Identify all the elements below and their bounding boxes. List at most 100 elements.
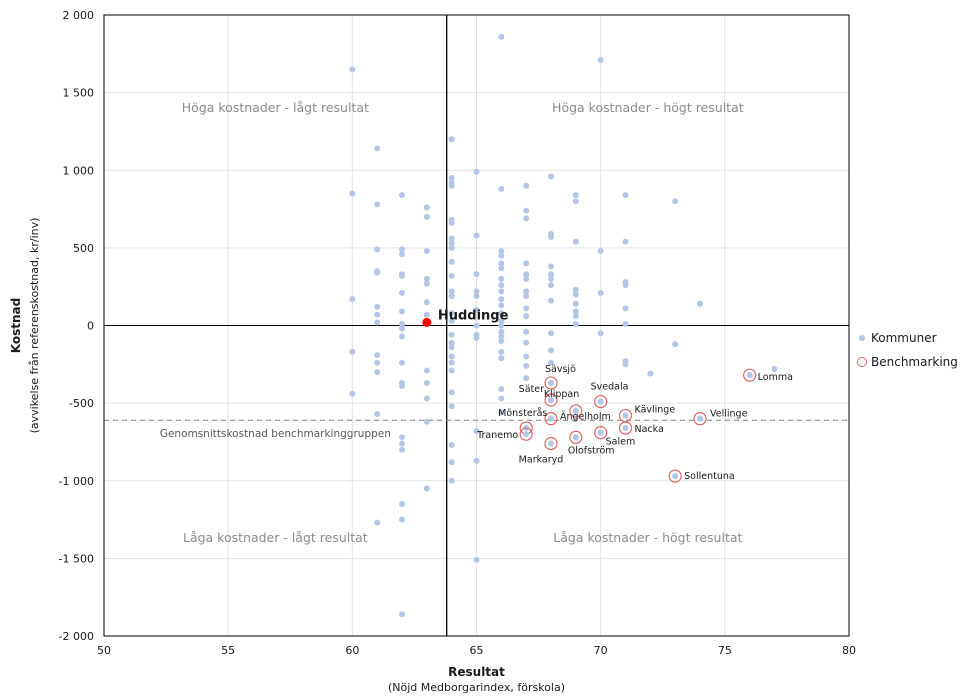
point-kommun xyxy=(523,271,530,278)
label-benchmark-klippan: Klippan xyxy=(544,389,579,400)
point-benchmark-sater xyxy=(548,397,554,404)
point-kommun xyxy=(473,457,480,464)
point-kommun xyxy=(597,289,604,296)
point-kommun xyxy=(374,319,381,326)
label-benchmark-vellinge: Vellinge xyxy=(710,409,748,420)
point-kommun xyxy=(423,213,430,220)
x-tick-label: 80 xyxy=(842,644,856,657)
point-kommun xyxy=(448,288,455,295)
point-kommun xyxy=(473,306,480,313)
point-kommun xyxy=(448,344,455,351)
point-kommun xyxy=(448,317,455,324)
point-kommun xyxy=(448,389,455,396)
point-kommun xyxy=(523,375,530,382)
point-kommun xyxy=(374,519,381,526)
point-kommun xyxy=(498,338,505,345)
quadrant-labels: Höga kostnader - lågt resultat Höga kost… xyxy=(182,100,744,545)
quadrant-label-top-left: Höga kostnader - lågt resultat xyxy=(182,100,369,115)
x-tick-label: 55 xyxy=(221,644,235,657)
point-kommun xyxy=(523,260,530,267)
point-kommun xyxy=(423,395,430,402)
point-kommun xyxy=(498,275,505,282)
point-kommun xyxy=(498,395,505,402)
y-axis-title: Kostnad xyxy=(9,298,23,353)
point-kommun xyxy=(498,328,505,335)
label-benchmark-monsteras: Mönsterås xyxy=(498,408,547,419)
point-kommun xyxy=(399,446,405,453)
x-axis-title: Resultat xyxy=(448,665,505,679)
point-kommun xyxy=(498,317,505,324)
point-kommun xyxy=(349,296,356,303)
point-kommun xyxy=(448,339,455,346)
ring-benchmark-vellinge xyxy=(693,412,707,426)
point-kommun xyxy=(374,369,381,376)
point-kommun xyxy=(448,403,455,410)
legend-kommuner-label: Kommuner xyxy=(871,331,937,345)
point-kommun xyxy=(523,275,530,282)
point-kommun xyxy=(423,204,430,211)
legend: Kommuner Benchmarking xyxy=(857,331,957,369)
ring-benchmark-svedala xyxy=(594,394,608,409)
quadrant-label-bottom-left: Låga kostnader - lågt resultat xyxy=(183,530,368,545)
point-kommun xyxy=(473,334,480,341)
point-benchmark-nacka xyxy=(622,424,629,431)
point-kommun xyxy=(399,383,405,390)
point-kommun xyxy=(399,516,405,523)
point-kommun xyxy=(771,365,778,372)
point-kommun xyxy=(399,501,405,508)
x-axis-ticks: 50 55 60 65 70 75 80 xyxy=(97,644,856,657)
point-kommun xyxy=(498,409,505,416)
point-kommun xyxy=(448,175,455,182)
point-kommun xyxy=(399,251,405,258)
point-kommun xyxy=(498,296,505,303)
point-kommun xyxy=(548,330,554,337)
point-kommun xyxy=(697,300,703,307)
point-benchmark-markaryd xyxy=(548,440,554,447)
point-kommun xyxy=(498,333,505,340)
point-kommun xyxy=(374,351,381,358)
point-kommun xyxy=(622,361,629,368)
point-kommun xyxy=(498,310,505,317)
point-kommun xyxy=(473,168,480,175)
point-kommun xyxy=(423,418,430,425)
point-kommun xyxy=(399,308,405,315)
point-kommun xyxy=(622,192,629,199)
point-kommun xyxy=(399,289,405,296)
point-kommun xyxy=(448,235,455,242)
y-tick-label: -1 000 xyxy=(59,475,94,488)
point-kommun xyxy=(523,362,530,369)
point-kommun xyxy=(548,275,554,282)
point-kommun xyxy=(448,272,455,279)
point-kommun xyxy=(548,282,554,289)
label-benchmark-nacka: Nacka xyxy=(635,424,664,435)
point-kommun xyxy=(572,300,579,307)
point-kommun xyxy=(399,320,405,327)
point-kommun xyxy=(399,192,405,199)
point-kommun xyxy=(399,325,405,332)
label-benchmark-savsjo: Sävsjö xyxy=(545,364,576,375)
ring-benchmark-salem xyxy=(594,426,608,440)
point-kommun xyxy=(448,220,455,227)
point-benchmark-olofstrom xyxy=(572,434,579,441)
point-kommun xyxy=(498,386,505,393)
y-tick-label: 500 xyxy=(73,242,94,255)
point-kommun xyxy=(597,57,604,64)
point-kommun xyxy=(572,238,579,245)
point-kommun xyxy=(548,271,554,278)
label-benchmark-lomma: Lomma xyxy=(758,372,793,383)
point-kommun xyxy=(448,310,455,317)
label-benchmark-salem: Salem xyxy=(606,437,636,448)
ring-benchmark-savsjo xyxy=(544,376,558,390)
point-kommun xyxy=(349,390,356,397)
point-kommun xyxy=(448,367,455,374)
point-kommun xyxy=(548,234,554,241)
point-kommun xyxy=(523,288,530,295)
y-tick-label: 1 500 xyxy=(63,87,95,100)
point-kommun xyxy=(399,359,405,366)
point-kommun xyxy=(448,240,455,247)
point-kommun xyxy=(374,359,381,366)
legend-benchmarking-marker xyxy=(857,357,867,367)
ring-benchmark-olofstrom xyxy=(569,430,583,444)
